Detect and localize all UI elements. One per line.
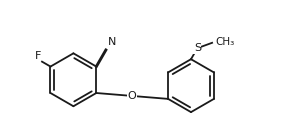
Text: N: N [108, 37, 116, 47]
Text: O: O [128, 91, 137, 101]
Text: S: S [194, 43, 201, 53]
Text: CH₃: CH₃ [215, 37, 234, 47]
Text: F: F [35, 51, 41, 61]
